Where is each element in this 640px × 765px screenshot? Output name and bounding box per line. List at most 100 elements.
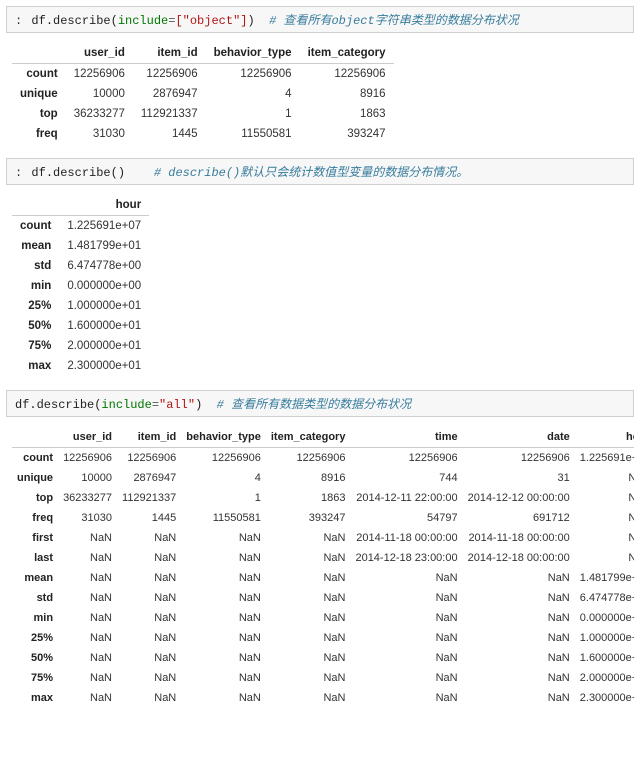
table-cell: 744 (350, 468, 462, 488)
table-cell: 1.000000e+01 (59, 296, 149, 316)
table-cell: 31030 (66, 124, 133, 144)
table-row: count12256906122569061225690612256906122… (12, 448, 634, 469)
row-header: mean (12, 568, 58, 588)
table-cell: NaN (181, 628, 266, 648)
code-cell-1[interactable]: : df.describe(include=["object"]) # 查看所有… (6, 6, 634, 33)
table-row: top3623327711292133711863 (12, 104, 394, 124)
code-text: df.describe() (31, 166, 125, 180)
table-cell: NaN (266, 588, 351, 608)
table-cell: NaN (463, 568, 575, 588)
column-header: user_id (66, 43, 133, 64)
table-cell: NaN (117, 688, 181, 708)
table-cell: 0.000000e+00 (59, 276, 149, 296)
row-header: std (12, 256, 59, 276)
table-cell: 10000 (66, 84, 133, 104)
table-row: unique10000287694748916 (12, 84, 394, 104)
row-header: max (12, 688, 58, 708)
row-header: 25% (12, 628, 58, 648)
row-header: 50% (12, 316, 59, 336)
table-cell: NaN (266, 528, 351, 548)
table-cell: NaN (117, 608, 181, 628)
row-header: freq (12, 508, 58, 528)
column-header: behavior_type (181, 427, 266, 448)
table-cell: NaN (181, 648, 266, 668)
table-cell: 4 (181, 468, 266, 488)
table-cell: NaN (266, 548, 351, 568)
table-cell: NaN (117, 588, 181, 608)
table-row: minNaNNaNNaNNaNNaNNaN0.000000e+00 (12, 608, 634, 628)
table-cell: NaN (266, 608, 351, 628)
table-cell: NaN (58, 568, 117, 588)
table-row: count1.225691e+07 (12, 216, 149, 237)
table-cell: 2014-12-18 00:00:00 (463, 548, 575, 568)
table-cell: NaN (463, 608, 575, 628)
table-cell: NaN (181, 588, 266, 608)
table-cell: 0.000000e+00 (575, 608, 634, 628)
table-cell: 12256906 (206, 64, 300, 85)
table-cell: NaN (266, 688, 351, 708)
table-row: maxNaNNaNNaNNaNNaNNaN2.300000e+01 (12, 688, 634, 708)
table-cell: NaN (463, 668, 575, 688)
table-cell: 393247 (300, 124, 394, 144)
column-header: hour (575, 427, 634, 448)
table-row: 25%1.000000e+01 (12, 296, 149, 316)
table-cell: 1445 (133, 124, 206, 144)
table-cell: 2014-11-18 00:00:00 (350, 528, 462, 548)
table-cell: 12256906 (266, 448, 351, 469)
table-cell: NaN (58, 688, 117, 708)
row-header: count (12, 216, 59, 237)
row-header: last (12, 548, 58, 568)
column-header: item_id (133, 43, 206, 64)
column-header: time (350, 427, 462, 448)
column-header: hour (59, 195, 149, 216)
table-cell: NaN (575, 528, 634, 548)
table-cell: 4 (206, 84, 300, 104)
table-corner (12, 43, 66, 64)
table-cell: 2014-12-11 22:00:00 (350, 488, 462, 508)
table-row: 25%NaNNaNNaNNaNNaNNaN1.000000e+01 (12, 628, 634, 648)
column-header: item_category (300, 43, 394, 64)
code-text: df.describe(include="all") (15, 398, 202, 412)
table-cell: NaN (181, 608, 266, 628)
table-corner (12, 427, 58, 448)
table-cell: NaN (181, 528, 266, 548)
table-cell: 2.000000e+01 (575, 668, 634, 688)
table-cell: 2876947 (117, 468, 181, 488)
table-cell: 2.300000e+01 (59, 356, 149, 376)
row-header: mean (12, 236, 59, 256)
code-cell-2[interactable]: : df.describe() # describe()默认只会统计数值型变量的… (6, 158, 634, 185)
table-row: freq31030144511550581393247 (12, 124, 394, 144)
table-cell: 31030 (58, 508, 117, 528)
row-header: unique (12, 468, 58, 488)
code-cell-3[interactable]: df.describe(include="all") # 查看所有数据类型的数据… (6, 390, 634, 417)
table-cell: 1.481799e+01 (575, 568, 634, 588)
table-cell: 12256906 (66, 64, 133, 85)
row-header: first (12, 528, 58, 548)
table-cell: 12256906 (117, 448, 181, 469)
table-cell: 12256906 (133, 64, 206, 85)
table-row: mean1.481799e+01 (12, 236, 149, 256)
row-header: 50% (12, 648, 58, 668)
table-cell: 12256906 (58, 448, 117, 469)
table-cell: NaN (58, 608, 117, 628)
column-header: date (463, 427, 575, 448)
table-cell: NaN (350, 608, 462, 628)
table-cell: 8916 (266, 468, 351, 488)
row-header: top (12, 104, 66, 124)
table-cell: 2014-11-18 00:00:00 (463, 528, 575, 548)
table-cell: NaN (117, 648, 181, 668)
table-cell: NaN (181, 688, 266, 708)
table-cell: 691712 (463, 508, 575, 528)
code-comment: # describe()默认只会统计数值型变量的数据分布情况。 (154, 166, 468, 180)
table-cell: NaN (117, 668, 181, 688)
table-cell: 11550581 (206, 124, 300, 144)
table-cell: 12256906 (350, 448, 462, 469)
table-cell: NaN (117, 548, 181, 568)
table-cell: NaN (58, 588, 117, 608)
output-table-1: user_iditem_idbehavior_typeitem_category… (12, 43, 394, 144)
table-cell: 1 (206, 104, 300, 124)
table-row: 75%2.000000e+01 (12, 336, 149, 356)
table-cell: NaN (350, 668, 462, 688)
table-cell: 1445 (117, 508, 181, 528)
table-cell: 10000 (58, 468, 117, 488)
